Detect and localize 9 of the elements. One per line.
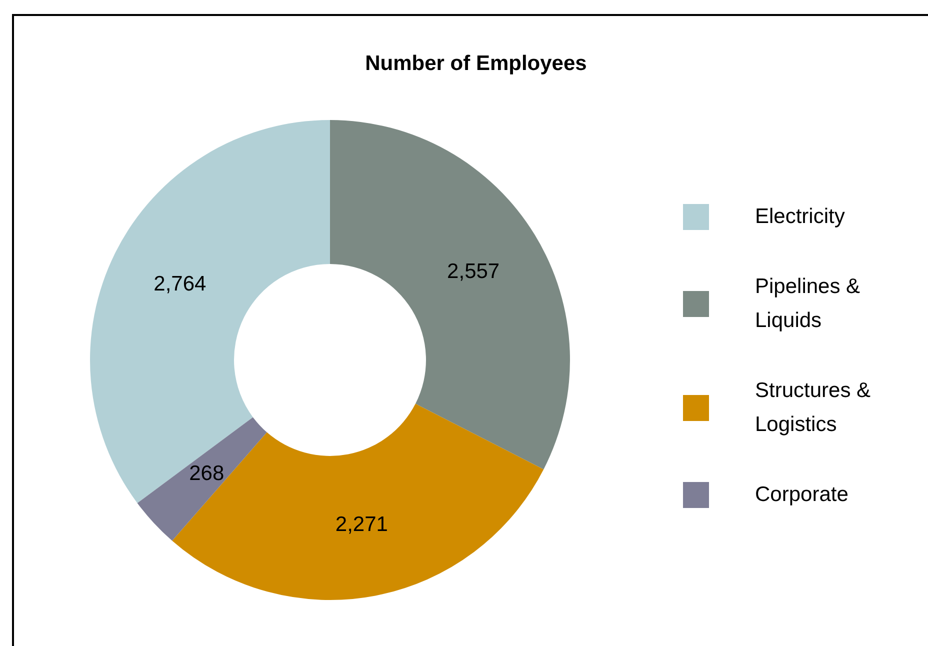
data-label: 2,764 <box>154 272 207 296</box>
legend-label: Structures & Logistics <box>755 378 872 438</box>
chart-title: Number of Employees <box>364 52 588 76</box>
data-label: 2,557 <box>447 260 500 284</box>
legend-label: Corporate <box>755 482 850 508</box>
data-label: 268 <box>189 462 224 485</box>
legend-label: Pipelines & Liquids <box>755 274 862 334</box>
legend-label: Electricity <box>755 204 846 230</box>
data-label: 2,271 <box>335 512 388 536</box>
